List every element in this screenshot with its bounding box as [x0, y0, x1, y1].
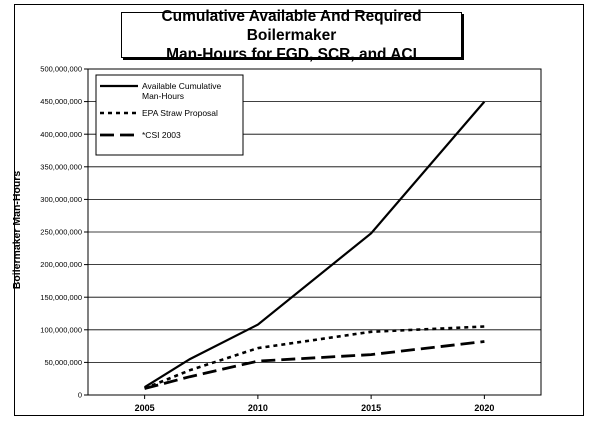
series-lines [144, 100, 486, 390]
y-tick-label: 350,000,000 [40, 162, 82, 171]
y-tick-label: 400,000,000 [40, 130, 82, 139]
y-tick-label: 50,000,000 [44, 358, 82, 367]
y-tick-label: 300,000,000 [40, 195, 82, 204]
y-axis-ticks: 0 50,000,000 100,000,000 150,000,000 200,000… [40, 65, 88, 400]
series-line-2 [144, 325, 485, 390]
y-tick-label: 200,000,000 [40, 260, 82, 269]
series-line-1 [144, 100, 486, 389]
chart-title-box: Cumulative Available And Required Boiler… [121, 8, 462, 63]
y-axis-label: Boilermaker Man-Hours [11, 171, 23, 290]
legend-box [95, 74, 244, 156]
y-tick-label: 100,000,000 [40, 325, 82, 334]
y-tick-label: 250,000,000 [40, 228, 82, 237]
y-tick-label: 0 [78, 391, 82, 400]
series-line-3 [144, 340, 485, 390]
y-tick-label: 500,000,000 [40, 65, 82, 74]
x-tick-label: 2005 [135, 403, 155, 413]
legend-label-2: EPA Straw Proposal [142, 108, 218, 118]
legend-label-1: Available Cumulative Man-Hours [142, 81, 221, 101]
x-tick-label: 2010 [248, 403, 268, 413]
legend: Available Cumulative Man-Hours EPA Straw P… [95, 74, 244, 156]
gridlines [88, 101, 541, 363]
y-tick-label: 150,000,000 [40, 293, 82, 302]
legend-label-3: *CSI 2003 [142, 130, 181, 140]
chart-frame [14, 4, 584, 416]
y-tick-label: 450,000,000 [40, 97, 82, 106]
x-tick-label: 2020 [474, 403, 494, 413]
x-axis-ticks: 2005 2010 2015 2020 [135, 395, 494, 413]
x-tick-label: 2015 [361, 403, 381, 413]
chart-title: Cumulative Available And Required Boiler… [161, 7, 422, 63]
